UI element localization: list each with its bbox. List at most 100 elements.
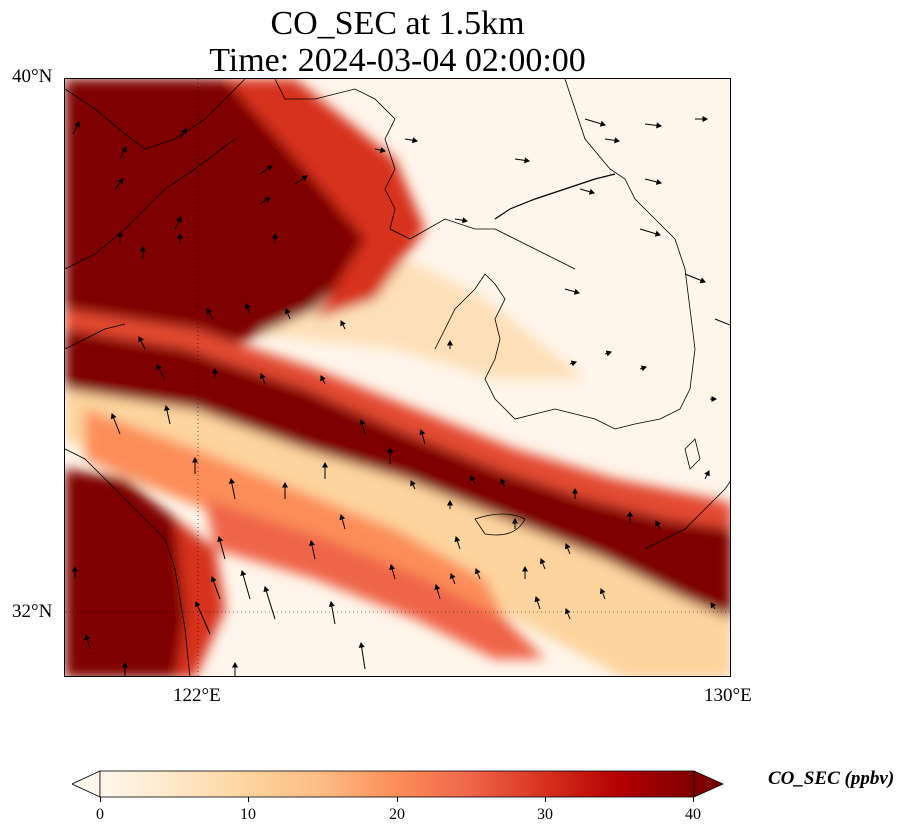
wind-arrow-head [117, 178, 124, 185]
plume-southwest-core [65, 469, 195, 676]
wind-arrow-head [259, 373, 266, 380]
wind-arrow-head [564, 543, 571, 550]
colorbar-tick-0: 0 [96, 806, 104, 823]
wind-arrow-head [474, 568, 481, 575]
wind-arrow-head [231, 661, 239, 668]
lat-tick-32n: 32°N [12, 601, 53, 622]
wind-arrow-head [564, 608, 571, 615]
wind-arrow-head [419, 429, 426, 436]
colorbar-tick-mark-0 [100, 797, 101, 802]
plume-south-streak-2 [205, 499, 545, 659]
wind-arrow-head [358, 641, 365, 648]
colorbar-extend-min [71, 770, 101, 798]
wind-arrow-head [110, 413, 117, 420]
coast-jiangsu [65, 448, 191, 676]
colorbar-tick-mark-10 [248, 797, 249, 802]
wind-arrow-head [210, 576, 217, 583]
wind-arrow-head [309, 539, 315, 547]
plume-main-band-edge [65, 309, 730, 529]
plume-southwest-edge [175, 519, 225, 676]
colorbar-extend-max [693, 770, 724, 798]
wind-arrow-head [228, 477, 235, 485]
lat-tick-40n: 40°N [12, 66, 53, 87]
wind-arrow-head [266, 165, 273, 172]
wind-arrow-head [340, 320, 346, 327]
wind-arrow-head [206, 308, 212, 315]
wind-arrow-head [729, 327, 730, 329]
wind-arrow-head [379, 147, 387, 154]
wind-arrow-head [534, 596, 541, 603]
wind-arrow-head [614, 137, 621, 144]
wind-arrow-head [181, 128, 187, 135]
wind-arrow-head [74, 121, 80, 128]
wind-arrow-head [284, 308, 291, 315]
wind-arrow-head [281, 481, 289, 488]
wind-arrow [264, 586, 276, 620]
wind-arrow-head [500, 478, 506, 485]
coastlines [65, 79, 730, 676]
wind-arrow [714, 318, 730, 326]
wind-arrow-head [386, 446, 394, 453]
lon-tick-122e: 122°E [173, 685, 221, 706]
plume-south-streak-1 [85, 409, 505, 619]
wind-arrow-head [434, 584, 441, 591]
wind-arrow-head [271, 232, 279, 239]
colorbar-tick-40: 40 [685, 806, 701, 823]
wind-arrow-head [263, 586, 270, 593]
wind-arrow-head [654, 230, 661, 237]
wind-arrow-head [71, 565, 79, 572]
wind-arrow-head [655, 178, 663, 185]
wind-arrow-head [176, 216, 182, 223]
wind-arrow-head [217, 535, 224, 543]
wind-arrow-head [84, 634, 91, 641]
wind-arrow-head [320, 375, 326, 382]
wind-arrow-head [389, 564, 396, 571]
wind-arrow-head [655, 520, 661, 527]
colorbar-gradient [99, 770, 695, 798]
plume-main-band [65, 329, 730, 619]
map-panel [64, 78, 731, 677]
wind-arrow-head [301, 175, 308, 182]
wind-arrow-head [412, 137, 419, 144]
wind-arrow-head [244, 303, 251, 310]
wind-arrow-head [264, 197, 271, 203]
plume-northwest-edge [225, 79, 425, 319]
wind-arrow-head [156, 364, 162, 371]
wind-arrow [241, 570, 251, 600]
colorbar-tick-20: 20 [389, 806, 405, 823]
wind-arrow-head [176, 232, 184, 239]
wind-arrow-head [195, 601, 201, 608]
wind-arrow-head [699, 277, 706, 284]
map-title-line1: CO_SEC at 1.5km [270, 5, 525, 42]
coast-north-korea-west [274, 79, 576, 270]
wind-arrow-head [511, 517, 519, 524]
coast-bohai [65, 138, 236, 270]
coast-shandong [65, 323, 126, 350]
wind-arrow-head [524, 157, 531, 164]
wind-arrow-head [138, 336, 144, 343]
wind-arrow-head [328, 600, 335, 607]
wind-arrow-head [640, 365, 647, 372]
wind-arrow-head [710, 602, 717, 609]
wind-arrow-head [121, 146, 127, 153]
wind-arrow-head [702, 115, 709, 123]
coast-jeju [474, 513, 526, 536]
map-title-line2: Time: 2024-03-04 02:00:00 [209, 42, 586, 79]
concentration-field [65, 79, 730, 676]
wind-arrow [195, 601, 211, 635]
wind-vectors [71, 115, 730, 676]
wind-arrow-head [139, 245, 147, 252]
wind-arrow-head [570, 360, 577, 367]
wind-arrow-head [462, 217, 469, 224]
wind-arrow-head [116, 230, 124, 237]
colorbar [71, 770, 724, 800]
wind-arrow-head [599, 588, 606, 595]
coast-kyushu [644, 481, 730, 550]
wind-arrow-head [359, 419, 366, 426]
dmz-line [494, 173, 616, 220]
wind-arrow-head [704, 470, 710, 477]
wind-arrow-head [605, 350, 612, 357]
colorbar-tick-10: 10 [240, 806, 256, 823]
wind-arrow-head [339, 514, 346, 521]
wind-arrow-head [164, 404, 170, 412]
